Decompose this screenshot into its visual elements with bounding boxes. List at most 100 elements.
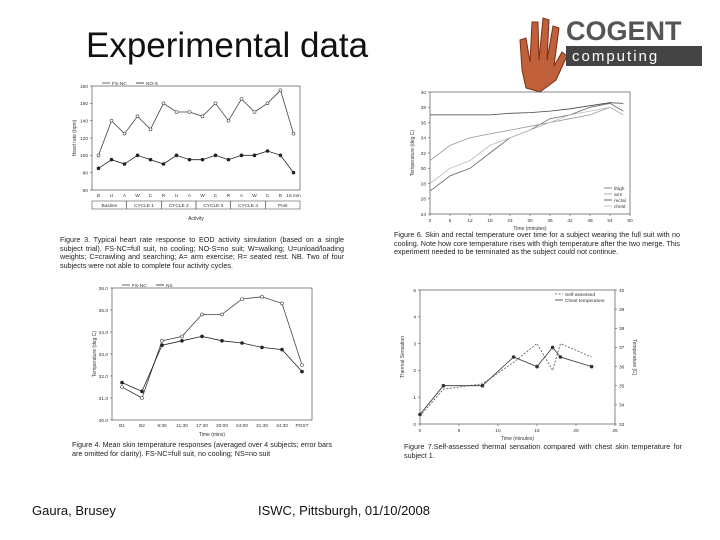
y2-tick-label: 35 <box>619 384 625 390</box>
legend-label: FS-NC <box>132 283 147 289</box>
x-tick-label: 6 <box>449 218 452 224</box>
x-tick-label: 20 <box>573 428 579 434</box>
x-tick-label: 30 <box>527 218 533 224</box>
x-tick-label: B1 <box>119 423 125 429</box>
data-point <box>480 383 485 388</box>
y-tick-label: 40 <box>421 90 427 96</box>
data-point <box>200 312 204 317</box>
data-point <box>265 101 270 106</box>
y2-tick-label: 39 <box>619 307 625 313</box>
data-point <box>280 301 284 306</box>
data-point <box>226 118 231 123</box>
data-point <box>511 355 516 359</box>
caption: Figure 6. Skin and rectal temperature ov… <box>394 230 680 257</box>
series-line <box>98 150 294 173</box>
x-tick-label: 25 <box>612 428 618 434</box>
y-tick-label: 160 <box>80 101 88 107</box>
data-point <box>109 118 114 123</box>
x-tick-label: 12 <box>467 218 473 224</box>
x-tick-label: A <box>240 193 244 199</box>
data-point <box>220 338 224 343</box>
y-tick-label: 100 <box>80 153 88 159</box>
series-line <box>419 346 592 415</box>
legend-label: NO-S <box>146 81 158 87</box>
series-line <box>429 106 624 161</box>
data-point <box>550 345 555 350</box>
annotation: CYCLE 3 <box>203 203 223 209</box>
y-tick-label: 3 <box>413 341 416 347</box>
data-point <box>180 334 184 339</box>
x-axis-label: Time (mins) <box>199 432 226 438</box>
data-point <box>174 110 179 114</box>
legend-label: Chest temperature <box>565 298 605 304</box>
slide-title: Experimental data <box>86 26 369 65</box>
series-line <box>121 335 303 392</box>
data-point <box>558 355 563 359</box>
data-point <box>120 385 124 389</box>
data-point <box>135 114 140 119</box>
x-axis-label: Activity <box>188 216 204 222</box>
legend-label: chest <box>614 204 626 210</box>
y2-tick-label: 40 <box>619 288 625 294</box>
x-tick-label: 60 <box>627 218 633 224</box>
x-tick-label: 5 <box>458 428 461 434</box>
data-point <box>140 396 144 400</box>
data-point <box>300 369 304 374</box>
x-tick-label: 15 <box>534 428 540 434</box>
data-point <box>278 88 283 93</box>
footer-center: ISWC, Pittsburgh, 01/10/2008 <box>258 503 430 518</box>
x-tick-label: 0 <box>419 428 422 434</box>
y-tick-label: 30 <box>421 166 427 172</box>
caption: Figure 7.Self-assessed thermal sensation… <box>404 442 682 460</box>
logo-sub: computing <box>572 48 659 65</box>
y-tick-label: 4 <box>413 315 416 321</box>
data-point <box>148 157 153 162</box>
x-tick-label: 24 <box>507 218 513 224</box>
data-point <box>252 110 257 114</box>
x-tick-label: 20:00 <box>216 423 228 429</box>
y-axis-label: Temperature (deg C) <box>92 331 98 377</box>
x-tick-label: W <box>200 193 205 199</box>
y2-tick-label: 38 <box>619 326 625 332</box>
data-point <box>260 294 264 299</box>
caption: Figure 4. Mean skin temperature response… <box>72 440 332 458</box>
data-point <box>240 341 244 345</box>
x-tick-label: A <box>188 193 192 199</box>
plot-frame <box>419 289 616 425</box>
y-tick-label: 30.0 <box>99 418 109 424</box>
x-tick-label: 9:30 <box>157 423 167 429</box>
y2-axis-label: Temperature [C] <box>631 339 637 375</box>
annotation: CYCLE 4 <box>238 203 258 209</box>
data-point <box>200 157 205 162</box>
x-tick-label: 31:30 <box>256 423 268 429</box>
series-line <box>429 106 624 184</box>
plot-frame <box>111 287 313 421</box>
data-point <box>187 110 192 114</box>
chart: B1 B2 9:30 11:30 17:30 20:00 24:00 31:30 34:30 PO… <box>92 283 313 438</box>
legend-label: thigh <box>614 186 625 192</box>
x-tick-label: A <box>123 193 127 199</box>
data-point <box>96 153 101 158</box>
data-point <box>160 338 164 343</box>
data-point <box>120 380 124 385</box>
data-point <box>589 364 594 369</box>
data-point <box>291 131 296 136</box>
y-tick-label: 2 <box>413 368 416 374</box>
chart: 0 6 12 18 24 30 36 42 48 54 60 24 26 28 30 32 34 36 38 40 Te… <box>410 90 633 232</box>
x-axis-label: Time (minutes) <box>513 226 546 232</box>
y2-tick-label: 36 <box>619 364 625 370</box>
x-tick-label: 54 <box>607 218 613 224</box>
data-point <box>441 383 446 388</box>
x-tick-label: R <box>279 193 283 199</box>
y-tick-label: 140 <box>80 118 88 124</box>
y-tick-label: 180 <box>80 84 88 90</box>
data-point <box>252 153 257 158</box>
legend-label: arm <box>614 192 622 198</box>
x-tick-label: 16 min <box>286 193 301 199</box>
y2-tick-label: 33 <box>619 422 625 428</box>
data-point <box>239 97 244 101</box>
data-point <box>161 162 166 166</box>
data-point <box>265 149 270 153</box>
y2-tick-label: 34 <box>619 403 625 409</box>
